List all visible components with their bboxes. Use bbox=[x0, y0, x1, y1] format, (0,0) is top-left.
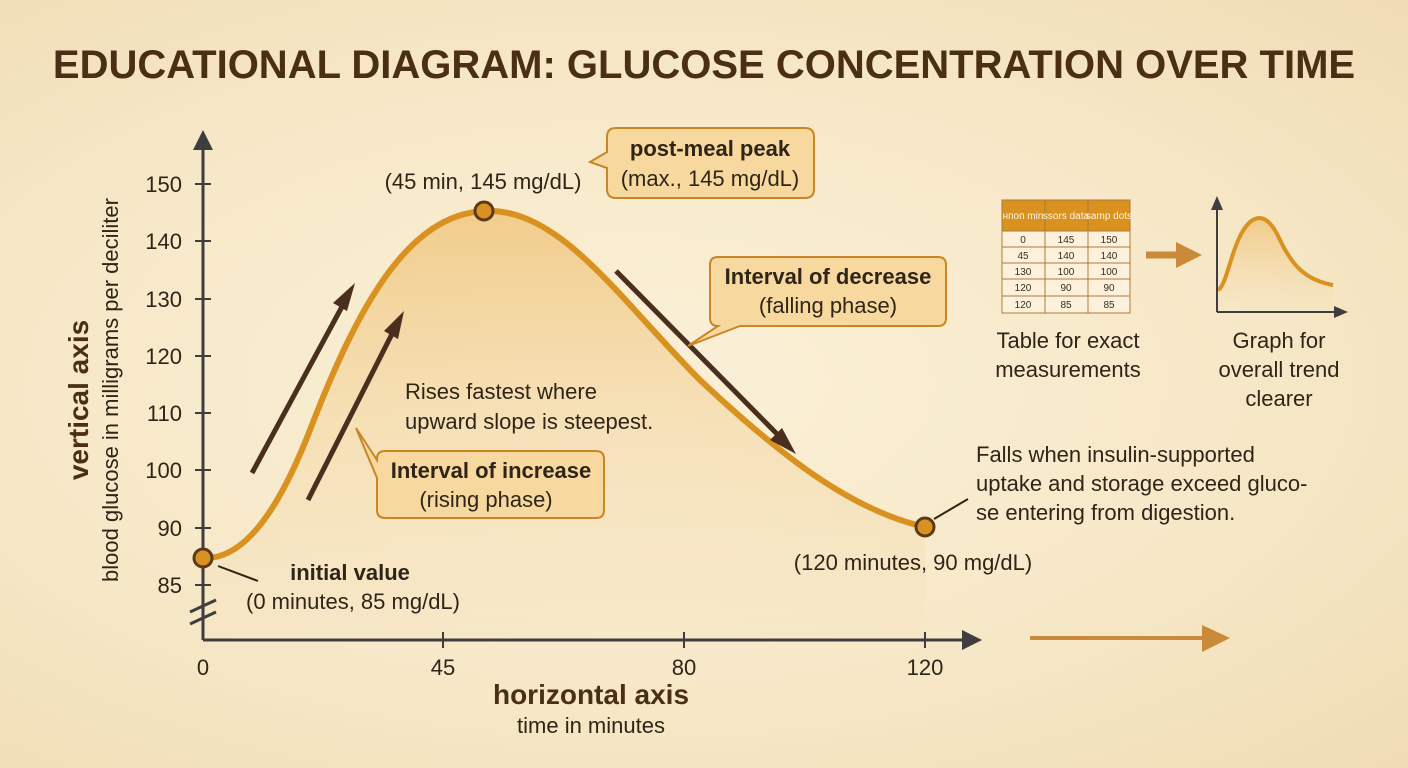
increase-callout-title: Interval of increase bbox=[391, 458, 592, 483]
table-header-cell: нпоп min bbox=[1003, 211, 1044, 222]
fall-arrow-icon bbox=[614, 269, 796, 454]
initial-value-title: initial value bbox=[290, 560, 410, 585]
graph-caption-line3: clearer bbox=[1245, 386, 1312, 411]
graph-caption-line2: overall trend bbox=[1218, 357, 1339, 382]
x-tick: 0 bbox=[197, 655, 209, 680]
x-tick-label: 120 bbox=[907, 655, 944, 680]
rises-note-line1: Rises fastest where bbox=[405, 379, 597, 404]
table-header-cell: ssors data bbox=[1043, 211, 1090, 222]
y-tick: 110 bbox=[147, 401, 211, 426]
table-cell: 130 bbox=[1015, 267, 1032, 278]
table-cell: 140 bbox=[1058, 251, 1075, 262]
y-tick: 85 bbox=[158, 573, 211, 598]
y-tick-label: 100 bbox=[145, 458, 182, 483]
y-tick-label: 120 bbox=[145, 344, 182, 369]
x-tick: 45 bbox=[431, 632, 455, 680]
table-cell: 100 bbox=[1058, 267, 1075, 278]
peak-callout-subtitle: (max., 145 mg/dL) bbox=[621, 166, 800, 191]
y-tick-label: 130 bbox=[145, 287, 182, 312]
y-axis-title: vertical axis bbox=[63, 320, 94, 480]
x-tick-label: 80 bbox=[672, 655, 696, 680]
peak-point-coords: (45 min, 145 mg/dL) bbox=[385, 169, 582, 194]
table-cell: 45 bbox=[1017, 251, 1029, 262]
area-under-curve bbox=[203, 210, 925, 640]
y-tick-label: 90 bbox=[158, 516, 182, 541]
end-leader-line bbox=[933, 498, 969, 520]
x-tick: 80 bbox=[672, 632, 696, 680]
rises-note-line2: upward slope is steepest. bbox=[405, 409, 653, 434]
x-axis-subtitle: time in minutes bbox=[517, 713, 665, 738]
table-cell: 145 bbox=[1058, 235, 1075, 246]
y-tick: 130 bbox=[145, 287, 211, 312]
x-tick: 120 bbox=[907, 632, 944, 680]
peak-callout-title: post-meal peak bbox=[630, 136, 791, 161]
table-cell: 120 bbox=[1015, 300, 1032, 311]
y-tick-label: 150 bbox=[145, 172, 182, 197]
point-end bbox=[914, 516, 936, 538]
decrease-callout: Interval of decrease (falling phase) bbox=[687, 256, 947, 347]
axis-break-icon bbox=[189, 598, 217, 626]
table-caption-line2: measurements bbox=[995, 357, 1141, 382]
table-cell: 0 bbox=[1020, 235, 1026, 246]
table-to-graph-arrow-icon bbox=[1146, 242, 1202, 268]
table-cell: 85 bbox=[1060, 300, 1072, 311]
x-tick-label: 45 bbox=[431, 655, 455, 680]
initial-value-coords: (0 minutes, 85 mg/dL) bbox=[246, 589, 460, 614]
point-initial bbox=[192, 547, 214, 569]
rise-arrow-icon bbox=[249, 283, 355, 475]
decrease-callout-subtitle: (falling phase) bbox=[759, 293, 897, 318]
decrease-callout-title: Interval of decrease bbox=[725, 264, 932, 289]
x-axis bbox=[203, 630, 982, 650]
table-cell: 150 bbox=[1101, 235, 1118, 246]
initial-leader-line bbox=[217, 565, 259, 582]
y-axis-subtitle: blood glucose in milligrams per decilite… bbox=[98, 198, 123, 582]
table-cell: 100 bbox=[1101, 267, 1118, 278]
x-ticks: 0 45 80 120 bbox=[197, 632, 943, 680]
y-tick-label: 85 bbox=[158, 573, 182, 598]
table-cell: 90 bbox=[1060, 283, 1072, 294]
x-tick-label: 0 bbox=[197, 655, 209, 680]
table-cell: 140 bbox=[1101, 251, 1118, 262]
point-peak bbox=[473, 200, 495, 222]
table-caption-line1: Table for exact bbox=[996, 328, 1139, 353]
y-tick-label: 110 bbox=[147, 401, 182, 426]
increase-callout: Interval of increase (rising phase) bbox=[355, 427, 605, 519]
falls-note-line1: Falls when insulin-supported bbox=[976, 442, 1255, 467]
increase-callout-subtitle: (rising phase) bbox=[419, 487, 552, 512]
y-tick: 100 bbox=[145, 458, 211, 483]
falls-note-line2: uptake and storage exceed gluco- bbox=[976, 471, 1307, 496]
continue-arrow-icon bbox=[1030, 625, 1230, 652]
y-tick: 140 bbox=[145, 229, 211, 254]
y-tick: 90 bbox=[158, 516, 211, 541]
table-cell: 90 bbox=[1103, 283, 1115, 294]
x-axis-title: horizontal axis bbox=[493, 679, 689, 710]
diagram-title: EDUCATIONAL DIAGRAM: GLUCOSE CONCENTRATI… bbox=[53, 43, 1355, 87]
table-header-cell: samp dots bbox=[1086, 211, 1132, 222]
graph-caption-line1: Graph for bbox=[1233, 328, 1326, 353]
table-cell: 85 bbox=[1103, 300, 1115, 311]
table-cell: 120 bbox=[1015, 283, 1032, 294]
mini-graph bbox=[1211, 196, 1348, 318]
mini-table: нпоп min ssors data samp dots 0 145 150 … bbox=[1001, 199, 1132, 314]
y-tick: 120 bbox=[145, 344, 211, 369]
rise-arrow-icon bbox=[305, 311, 404, 502]
y-tick-label: 140 bbox=[145, 229, 182, 254]
y-tick: 150 bbox=[145, 172, 211, 197]
y-ticks: 150 140 130 120 110 100 90 85 bbox=[145, 172, 211, 598]
end-point-coords: (120 minutes, 90 mg/dL) bbox=[794, 550, 1032, 575]
peak-callout: post-meal peak (max., 145 mg/dL) bbox=[587, 127, 815, 199]
falls-note-line3: se entering from digestion. bbox=[976, 500, 1235, 525]
